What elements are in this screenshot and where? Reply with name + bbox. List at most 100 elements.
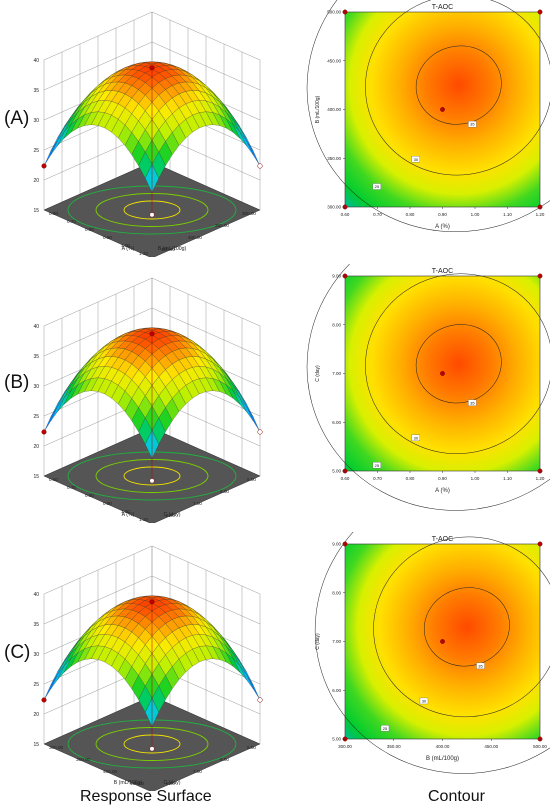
design-point [41,697,47,703]
x-axis-title: A (%) [122,246,135,252]
contour-line [306,264,550,511]
contour-label-box [468,399,477,406]
design-point [149,65,155,71]
contour-caption: Contour [428,788,485,805]
response-surface-caption: Response Surface [80,788,212,805]
y-tick-label: 6.00 [220,757,229,762]
contour-title: T-AOC [432,4,453,11]
contour-label-box [372,461,381,469]
y-tick-label: 6.00 [332,688,341,693]
contour-label: 30 [422,699,427,704]
z-tick-label: 40 [33,58,39,64]
contour-line [306,0,550,233]
z-tick-label: 30 [33,384,39,390]
design-point [149,212,155,218]
y-axis-title: C (day) [315,365,321,382]
design-point [149,599,155,605]
contour-label: 25 [383,726,388,731]
y-tick-label: 7.00 [332,371,341,376]
contour-label: 35 [470,400,475,405]
contour-label: 30 [414,435,419,440]
z-tick-label: 30 [33,652,39,658]
x-axis-title: A (%) [122,512,135,518]
surface-facet [43,674,58,701]
x-tick-label: 0.60 [341,476,350,481]
x-tick-label: 1.10 [503,476,512,481]
y-tick-label: 7.00 [332,639,341,644]
y-tick-label: 450.00 [161,247,175,252]
x-tick-label: 0.90 [438,212,447,217]
contour-line [365,0,550,176]
z-tick-label: 20 [33,712,39,718]
y-tick-label: 7.00 [193,501,202,506]
design-point [257,429,263,435]
y-tick-label: 9.00 [332,274,341,279]
design-point [257,163,263,169]
x-tick-label: 450.00 [484,744,498,749]
x-tick-label: 0.90 [103,235,112,240]
surface-mesh [43,61,261,193]
x-axis-title: A (%) [435,488,450,494]
contour-label-box [411,156,420,163]
x-tick-label: 1.10 [139,251,148,256]
contour-line [314,532,550,774]
y-tick-label: 9.00 [332,542,341,547]
response-surface-b: 1520253035409.008.007.006.005.001.201.10… [33,277,263,523]
y-axis-title: C (day) [163,780,180,786]
x-tick-label: 0.60 [341,212,350,217]
y-tick-label: 500.00 [327,10,341,15]
y-tick-label: 5.00 [332,737,341,742]
response-surface-a: 152025303540500.00450.00400.00350.00300.… [33,11,263,257]
y-axis-title: C (day) [315,633,321,650]
design-point [41,429,47,435]
x-tick-label: 0.80 [406,212,415,217]
contour-label-box [372,183,381,190]
z-tick-label: 35 [33,354,39,360]
z-tick-label: 35 [33,88,39,94]
z-tick-label: 15 [33,742,39,748]
contour-label: 35 [478,663,483,668]
x-tick-label: 0.60 [49,211,58,216]
surface-facet [246,140,261,167]
x-tick-label: 0.70 [373,476,382,481]
z-tick-label: 25 [33,414,39,420]
x-tick-label: 1.10 [503,212,512,217]
x-tick-label: 0.90 [438,476,447,481]
x-tick-label: 400.00 [436,744,450,749]
z-tick-label: 25 [33,148,39,154]
x-tick-label: 1.00 [121,509,130,514]
design-point [537,273,543,279]
x-tick-label: 1.00 [121,243,130,248]
design-point [257,697,263,703]
y-tick-label: 5.00 [247,477,256,482]
x-axis-title: B (mL/100g) [114,780,143,786]
surface-facet [43,406,58,433]
design-point [537,9,543,15]
contour-label-box [468,120,477,128]
design-point [537,541,543,547]
x-tick-label: 400.00 [103,769,117,774]
surface-mesh [43,595,261,727]
y-tick-label: 400.00 [327,107,341,112]
contour-label-box [380,725,390,732]
design-point [440,371,445,376]
y-tick-label: 450.00 [327,58,341,63]
y-tick-label: 300.00 [242,211,256,216]
contour-title: T-AOC [432,536,453,543]
y-tick-label: 6.00 [332,420,341,425]
x-tick-label: 0.70 [67,485,76,490]
x-tick-label: 300.00 [338,744,352,749]
z-tick-label: 15 [33,208,39,214]
panel-label-c: (C) [4,642,31,663]
x-tick-label: 500.00 [533,744,547,749]
panel-label-b: (B) [4,372,30,393]
contour-plot-c: T-AOC35302520300.00350.00400.00450.00500… [314,532,550,774]
y-tick-label: 350.00 [327,156,341,161]
contour-label: 30 [414,157,419,162]
x-tick-label: 1.00 [471,212,480,217]
y-tick-label: 8.00 [166,513,175,518]
contour-label-box [419,697,429,705]
x-tick-label: 0.70 [67,219,76,224]
contour-label-box [476,662,485,670]
x-axis-title: A (%) [435,224,450,230]
